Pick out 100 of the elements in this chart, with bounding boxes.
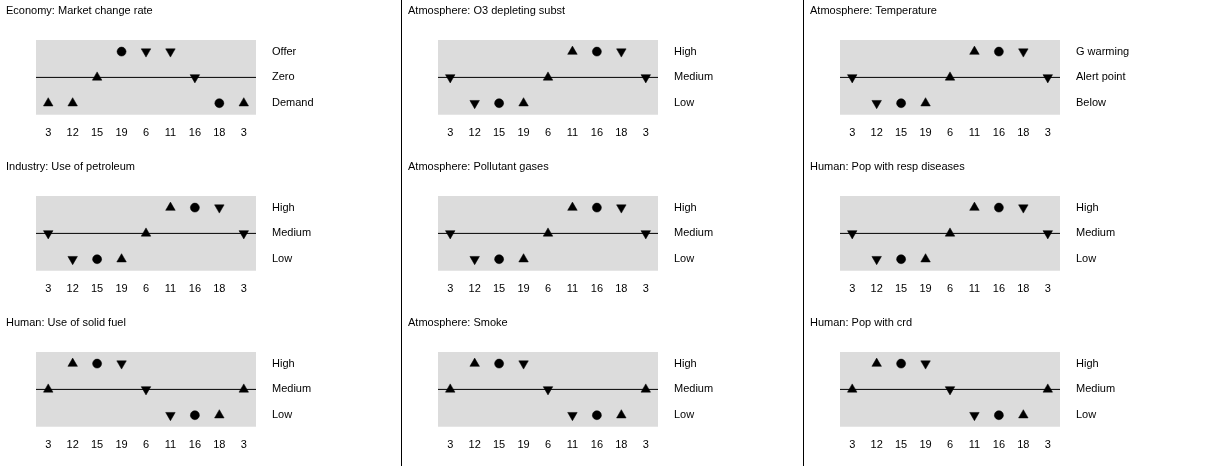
x-tick-label: 19 <box>919 438 932 451</box>
chart-title: Atmosphere: Smoke <box>408 315 509 330</box>
x-tick-label: 15 <box>894 126 908 139</box>
text: Low <box>1076 252 1097 265</box>
x-tick-label: 3 <box>642 126 649 139</box>
chart-title: Human: Use of solid fuel <box>6 315 127 330</box>
x-tick-label: 3 <box>447 126 454 139</box>
chart-title: Atmosphere: Pollutant gases <box>408 159 550 174</box>
x-tick-label: 15 <box>492 438 506 451</box>
x-tick-label: 12 <box>870 126 883 139</box>
x-tick-label: 3 <box>1044 282 1051 295</box>
x-tick-label: 3 <box>45 282 52 295</box>
x-tick-label: 15 <box>492 126 506 139</box>
text: High <box>674 356 697 369</box>
x-tick-label: 11 <box>566 282 579 295</box>
x-tick-label: 16 <box>590 438 604 451</box>
text: High <box>674 200 697 213</box>
x-tick-label: 18 <box>615 438 628 451</box>
x-tick-label: 6 <box>544 438 552 451</box>
x-tick-label: 12 <box>870 282 883 295</box>
x-tick-label: 18 <box>615 126 628 139</box>
x-tick-label: 12 <box>468 126 481 139</box>
x-tick-label: 18 <box>615 282 628 295</box>
x-tick-label: 16 <box>590 126 604 139</box>
x-tick-label: 15 <box>894 282 908 295</box>
x-tick-label: 3 <box>1044 126 1051 139</box>
x-tick-label: 18 <box>213 126 226 139</box>
x-tick-label: 16 <box>590 282 604 295</box>
x-tick-label: 18 <box>213 282 226 295</box>
text: High <box>272 200 295 213</box>
x-tick-label: 6 <box>946 282 954 295</box>
x-tick-label: 6 <box>544 126 552 139</box>
x-tick-label: 11 <box>968 282 981 295</box>
x-tick-label: 12 <box>66 282 79 295</box>
x-tick-label: 18 <box>213 438 226 451</box>
x-tick-label: 12 <box>468 438 481 451</box>
x-tick-label: 3 <box>45 126 52 139</box>
x-tick-label: 3 <box>240 126 247 139</box>
chart-title: Human: Pop with resp diseases <box>810 159 966 174</box>
x-tick-label: 11 <box>968 126 981 139</box>
x-tick-label: 19 <box>919 282 932 295</box>
text: Medium <box>674 226 714 239</box>
chart-title: Atmosphere: O3 depleting subst <box>408 3 567 18</box>
x-tick-label: 16 <box>188 126 202 139</box>
x-tick-label: 3 <box>240 282 247 295</box>
x-tick-label: 15 <box>894 438 908 451</box>
text: G warming <box>1076 44 1130 57</box>
x-tick-label: 3 <box>447 438 454 451</box>
x-tick-label: 15 <box>90 282 104 295</box>
x-tick-label: 15 <box>90 126 104 139</box>
x-tick-label: 16 <box>992 126 1006 139</box>
x-tick-label: 12 <box>66 126 79 139</box>
text: Low <box>272 252 293 265</box>
x-tick-label: 15 <box>90 438 104 451</box>
x-tick-label: 11 <box>164 438 177 451</box>
text: Medium <box>1076 226 1116 239</box>
chart-title: Industry: Use of petroleum <box>6 159 136 174</box>
text: Medium <box>272 226 312 239</box>
x-tick-label: 3 <box>849 438 856 451</box>
x-tick-label: 19 <box>517 282 530 295</box>
text: Demand <box>272 96 314 109</box>
text: High <box>1076 200 1099 213</box>
x-tick-label: 11 <box>566 438 579 451</box>
x-tick-label: 11 <box>566 126 579 139</box>
x-tick-label: 6 <box>946 126 954 139</box>
text: Low <box>674 96 695 109</box>
x-tick-label: 6 <box>142 126 150 139</box>
x-tick-label: 19 <box>517 126 530 139</box>
text: Zero <box>272 70 295 83</box>
x-tick-label: 16 <box>992 282 1006 295</box>
x-tick-label: 18 <box>1017 438 1030 451</box>
chart-title: Human: Pop with crd <box>810 315 914 330</box>
text: Offer <box>272 44 297 57</box>
text: Low <box>674 252 695 265</box>
x-tick-label: 19 <box>517 438 530 451</box>
x-tick-label: 18 <box>1017 282 1030 295</box>
x-tick-label: 16 <box>188 282 202 295</box>
text: Below <box>1076 96 1107 109</box>
x-tick-label: 3 <box>642 282 649 295</box>
x-tick-label: 19 <box>115 282 128 295</box>
text: Medium <box>1076 382 1116 395</box>
x-tick-label: 3 <box>849 282 856 295</box>
x-tick-label: 3 <box>642 438 649 451</box>
x-tick-label: 3 <box>240 438 247 451</box>
x-tick-label: 19 <box>115 438 128 451</box>
chart-title: Economy: Market change rate <box>6 3 154 18</box>
text: High <box>674 44 697 57</box>
x-tick-label: 3 <box>45 438 52 451</box>
text: Medium <box>674 382 714 395</box>
text: Low <box>1076 408 1097 421</box>
x-tick-label: 11 <box>164 282 177 295</box>
text: Low <box>674 408 695 421</box>
x-tick-label: 11 <box>968 438 981 451</box>
x-tick-label: 6 <box>142 438 150 451</box>
x-tick-label: 19 <box>919 126 932 139</box>
x-tick-label: 6 <box>142 282 150 295</box>
x-tick-label: 3 <box>1044 438 1051 451</box>
x-tick-label: 6 <box>544 282 552 295</box>
text: High <box>1076 356 1099 369</box>
x-tick-label: 6 <box>946 438 954 451</box>
